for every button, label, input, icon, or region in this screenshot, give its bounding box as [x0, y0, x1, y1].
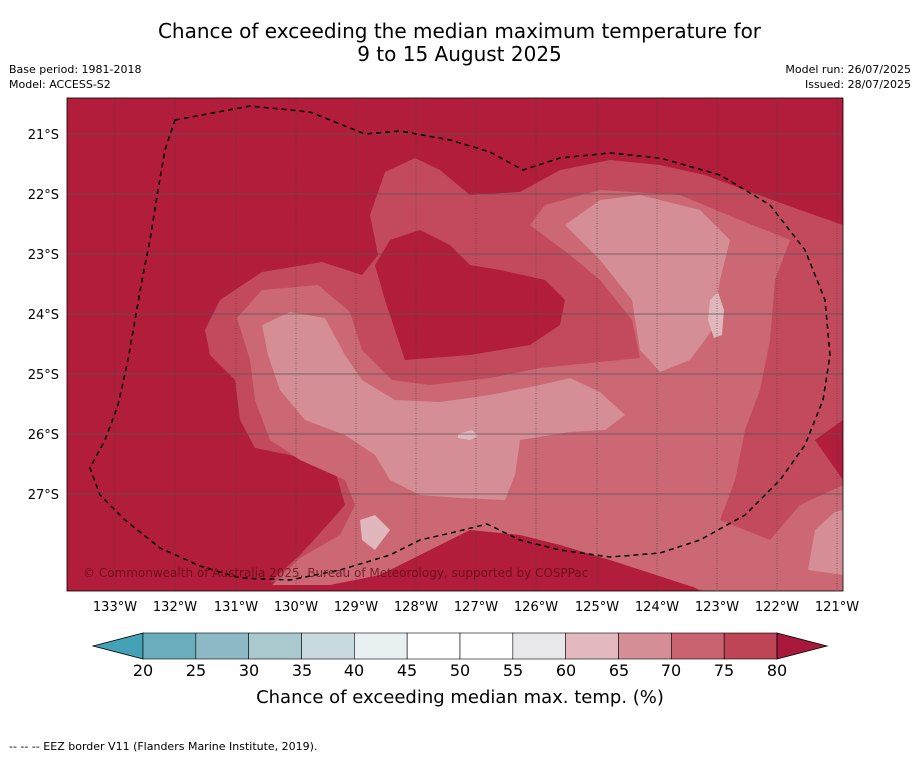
- colorbar: [91, 632, 829, 660]
- colorbar-tick: 40: [344, 661, 364, 680]
- lon-label: 127°W: [454, 600, 498, 615]
- lon-label: 123°W: [695, 600, 739, 615]
- colorbar-tick: 80: [767, 661, 787, 680]
- colorbar-tick: 60: [556, 661, 576, 680]
- colorbar-segment: [142, 632, 197, 660]
- temperature-contours: [67, 98, 843, 591]
- lat-label: 23°S: [28, 248, 59, 263]
- lat-label: 24°S: [28, 308, 59, 323]
- lon-label: 131°W: [214, 600, 258, 615]
- lon-label: 133°W: [93, 600, 137, 615]
- copyright-text: © Commonwealth of Australia 2025, Bureau…: [83, 566, 588, 580]
- lon-label: 128°W: [394, 600, 438, 615]
- lon-label: 125°W: [575, 600, 619, 615]
- lon-label: 122°W: [755, 600, 799, 615]
- lat-label: 27°S: [28, 488, 59, 503]
- colorbar-segment: [618, 632, 672, 660]
- base-period: Base period: 1981-2018: [9, 63, 142, 76]
- colorbar-segment: [723, 632, 778, 660]
- colorbar-segment: [354, 632, 408, 660]
- colorbar-segment: [671, 632, 725, 660]
- colorbar-low-extend: [91, 632, 144, 660]
- model-name: Model: ACCESS-S2: [9, 78, 111, 91]
- colorbar-high-extend: [776, 632, 829, 660]
- map-gridlines: [114, 98, 838, 591]
- model-run: Model run: 26/07/2025: [785, 63, 911, 76]
- lon-label: 121°W: [815, 600, 859, 615]
- lon-label: 124°W: [635, 600, 679, 615]
- chart-title-line1: Chance of exceeding the median maximum t…: [157, 19, 762, 43]
- lat-label: 21°S: [28, 128, 59, 143]
- chart-title-line2: 9 to 15 August 2025: [357, 42, 562, 66]
- colorbar-tick: 55: [503, 661, 523, 680]
- colorbar-tick: 35: [292, 661, 312, 680]
- colorbar-tick: 30: [239, 661, 259, 680]
- lat-label: 26°S: [28, 428, 59, 443]
- colorbar-ticks: 20 25 30 35 40 45 50 55 60 65 70 75 80: [133, 661, 787, 680]
- colorbar-segment: [406, 632, 461, 660]
- colorbar-tick: 65: [609, 661, 629, 680]
- colorbar-tick: 70: [661, 661, 681, 680]
- lon-label: 126°W: [514, 600, 558, 615]
- lat-label: 25°S: [28, 368, 59, 383]
- map-figure: © Commonwealth of Australia 2025, Bureau…: [28, 97, 859, 708]
- longitude-labels: 133°W 132°W 131°W 130°W 129°W 128°W 127°…: [93, 600, 859, 615]
- contour-65-70: [262, 195, 843, 575]
- latitude-labels: 21°S 22°S 23°S 24°S 25°S 26°S 27°S: [28, 128, 59, 503]
- lon-label: 132°W: [153, 600, 197, 615]
- latitude-lines: [67, 133, 843, 495]
- colorbar-segment: [512, 632, 566, 660]
- colorbar-segment: [459, 632, 514, 660]
- issued-date: Issued: 28/07/2025: [804, 78, 911, 91]
- colorbar-tick: 20: [133, 661, 153, 680]
- colorbar-tick: 50: [450, 661, 470, 680]
- eez-border: [89, 105, 831, 581]
- map-frame: [66, 97, 844, 592]
- lon-label: 129°W: [334, 600, 378, 615]
- eez-legend-note: -- -- -- EEZ border V11 (Flanders Marine…: [9, 740, 318, 753]
- lat-label: 22°S: [28, 188, 59, 203]
- colorbar-segment: [565, 632, 619, 660]
- colorbar-segment: [301, 632, 355, 660]
- colorbar-label: Chance of exceeding median max. temp. (%…: [256, 687, 664, 708]
- lon-label: 130°W: [274, 600, 318, 615]
- colorbar-segment: [248, 632, 302, 660]
- colorbar-tick: 45: [397, 661, 417, 680]
- colorbar-tick: 25: [186, 661, 206, 680]
- colorbar-tick: 75: [714, 661, 734, 680]
- colorbar-segment: [195, 632, 249, 660]
